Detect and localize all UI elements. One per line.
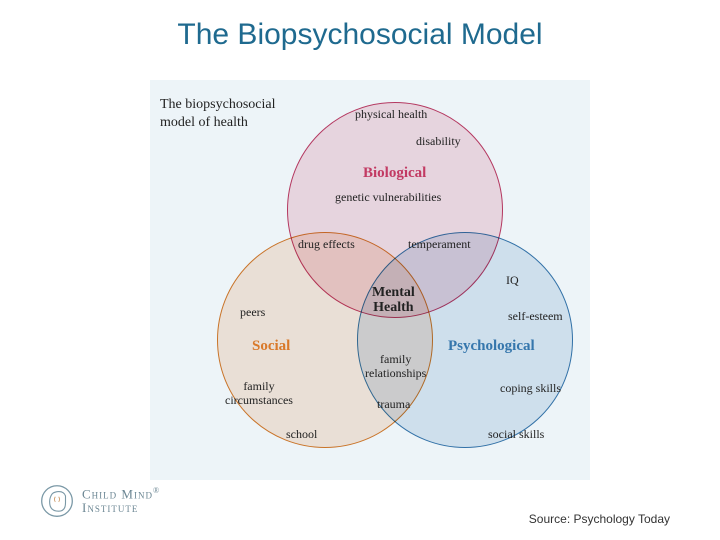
region-label: temperament <box>408 238 471 252</box>
region-label: social skills <box>488 428 544 442</box>
logo-line2: Institute <box>82 500 138 515</box>
source-citation: Source: Psychology Today <box>529 512 670 526</box>
region-label: self-esteem <box>508 310 563 324</box>
brand-logo: Child Mind® Institute <box>40 484 160 518</box>
region-label: physical health <box>355 108 427 122</box>
region-label: familycircumstances <box>225 380 293 408</box>
region-label: peers <box>240 306 265 320</box>
venn-diagram: The biopsychosocial model of health Biol… <box>150 80 590 480</box>
page-title: The Biopsychosocial Model <box>0 0 720 52</box>
label-center: Mental Health <box>372 285 415 316</box>
diagram-subtitle: The biopsychosocial model of health <box>160 96 310 132</box>
region-label: school <box>286 428 317 442</box>
region-label: disability <box>416 135 461 149</box>
region-label: genetic vulnerabilities <box>335 191 441 205</box>
center-line2: Health <box>373 300 413 315</box>
label-biological: Biological <box>363 165 426 182</box>
center-line1: Mental <box>372 285 415 300</box>
label-social: Social <box>252 338 290 355</box>
head-icon <box>40 484 74 518</box>
region-label: familyrelationships <box>365 353 426 381</box>
region-label: coping skills <box>500 382 561 396</box>
label-psychological: Psychological <box>448 338 535 355</box>
logo-reg: ® <box>153 486 160 495</box>
logo-text: Child Mind® Institute <box>82 487 160 515</box>
region-label: drug effects <box>298 238 355 252</box>
region-label: trauma <box>377 398 410 412</box>
region-label: IQ <box>506 274 519 288</box>
